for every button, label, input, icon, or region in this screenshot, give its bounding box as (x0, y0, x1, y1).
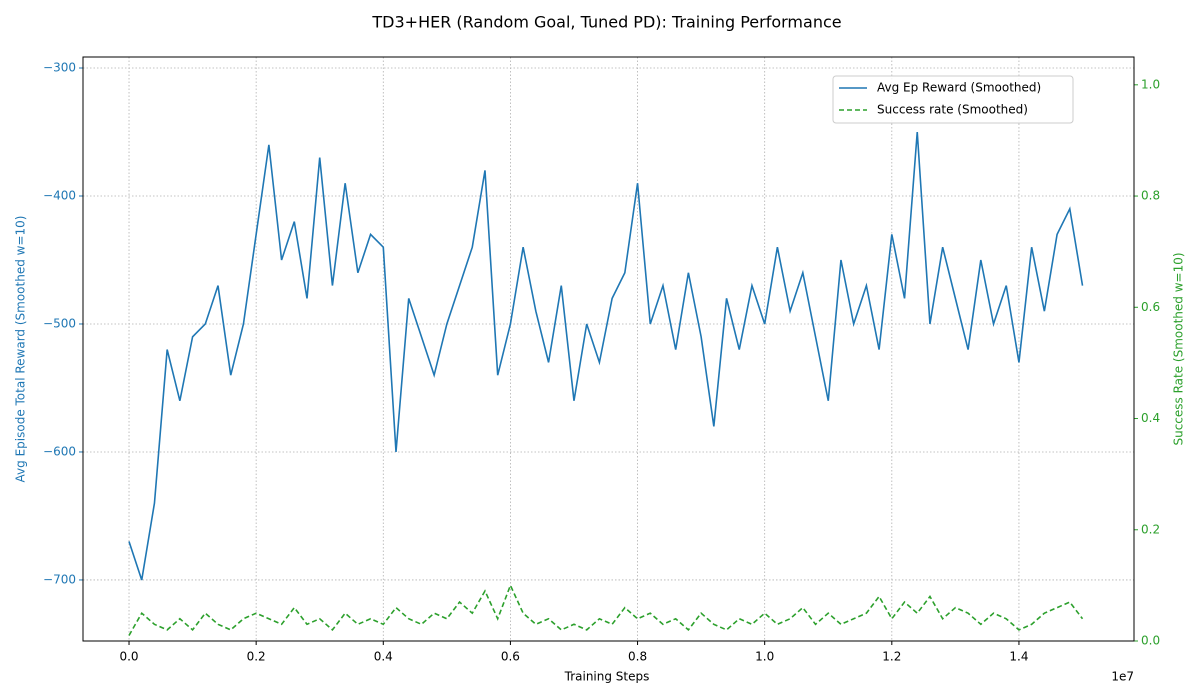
y-tick-label: −600 (43, 444, 76, 458)
x-tick-label: 1.4 (1009, 650, 1028, 664)
y-tick-label: −300 (43, 61, 76, 75)
y2-axis-label: Success Rate (Smoothed w=10) (1172, 252, 1186, 445)
y-tick-label: −500 (43, 316, 76, 330)
x-tick-label: 0.8 (628, 650, 647, 664)
x-offset-label: 1e7 (1111, 670, 1134, 684)
x-tick-label: 0.0 (119, 650, 138, 664)
data-line (128, 583, 1084, 636)
y2-tick-label: 0.0 (1141, 634, 1160, 648)
x-tick-label: 0.2 (247, 650, 266, 664)
y-axis-label: Avg Episode Total Reward (Smoothed w=10) (14, 216, 28, 483)
x-tick-label: 0.6 (501, 650, 520, 664)
y2-tick-label: 0.6 (1141, 300, 1160, 314)
x-tick-label: 1.0 (755, 650, 774, 664)
x-tick-label: 0.4 (374, 650, 393, 664)
data-line (128, 131, 1084, 581)
legend-label: Success rate (Smoothed) (877, 103, 1028, 117)
y2-tick-label: 0.8 (1141, 189, 1160, 203)
chart-title: TD3+HER (Random Goal, Tuned PD): Trainin… (371, 13, 841, 32)
plot-frame (82, 56, 1135, 642)
x-tick-label: 1.2 (882, 650, 901, 664)
legend-box (832, 75, 1074, 124)
y2-tick-label: 0.4 (1141, 411, 1160, 425)
y2-tick-label: 0.2 (1141, 522, 1160, 536)
legend-label: Avg Ep Reward (Smoothed) (877, 81, 1041, 95)
y-tick-label: −700 (43, 572, 76, 586)
y2-tick-label: 1.0 (1141, 77, 1160, 91)
y-tick-label: −400 (43, 188, 76, 202)
x-axis-label: Training Steps (564, 670, 650, 684)
